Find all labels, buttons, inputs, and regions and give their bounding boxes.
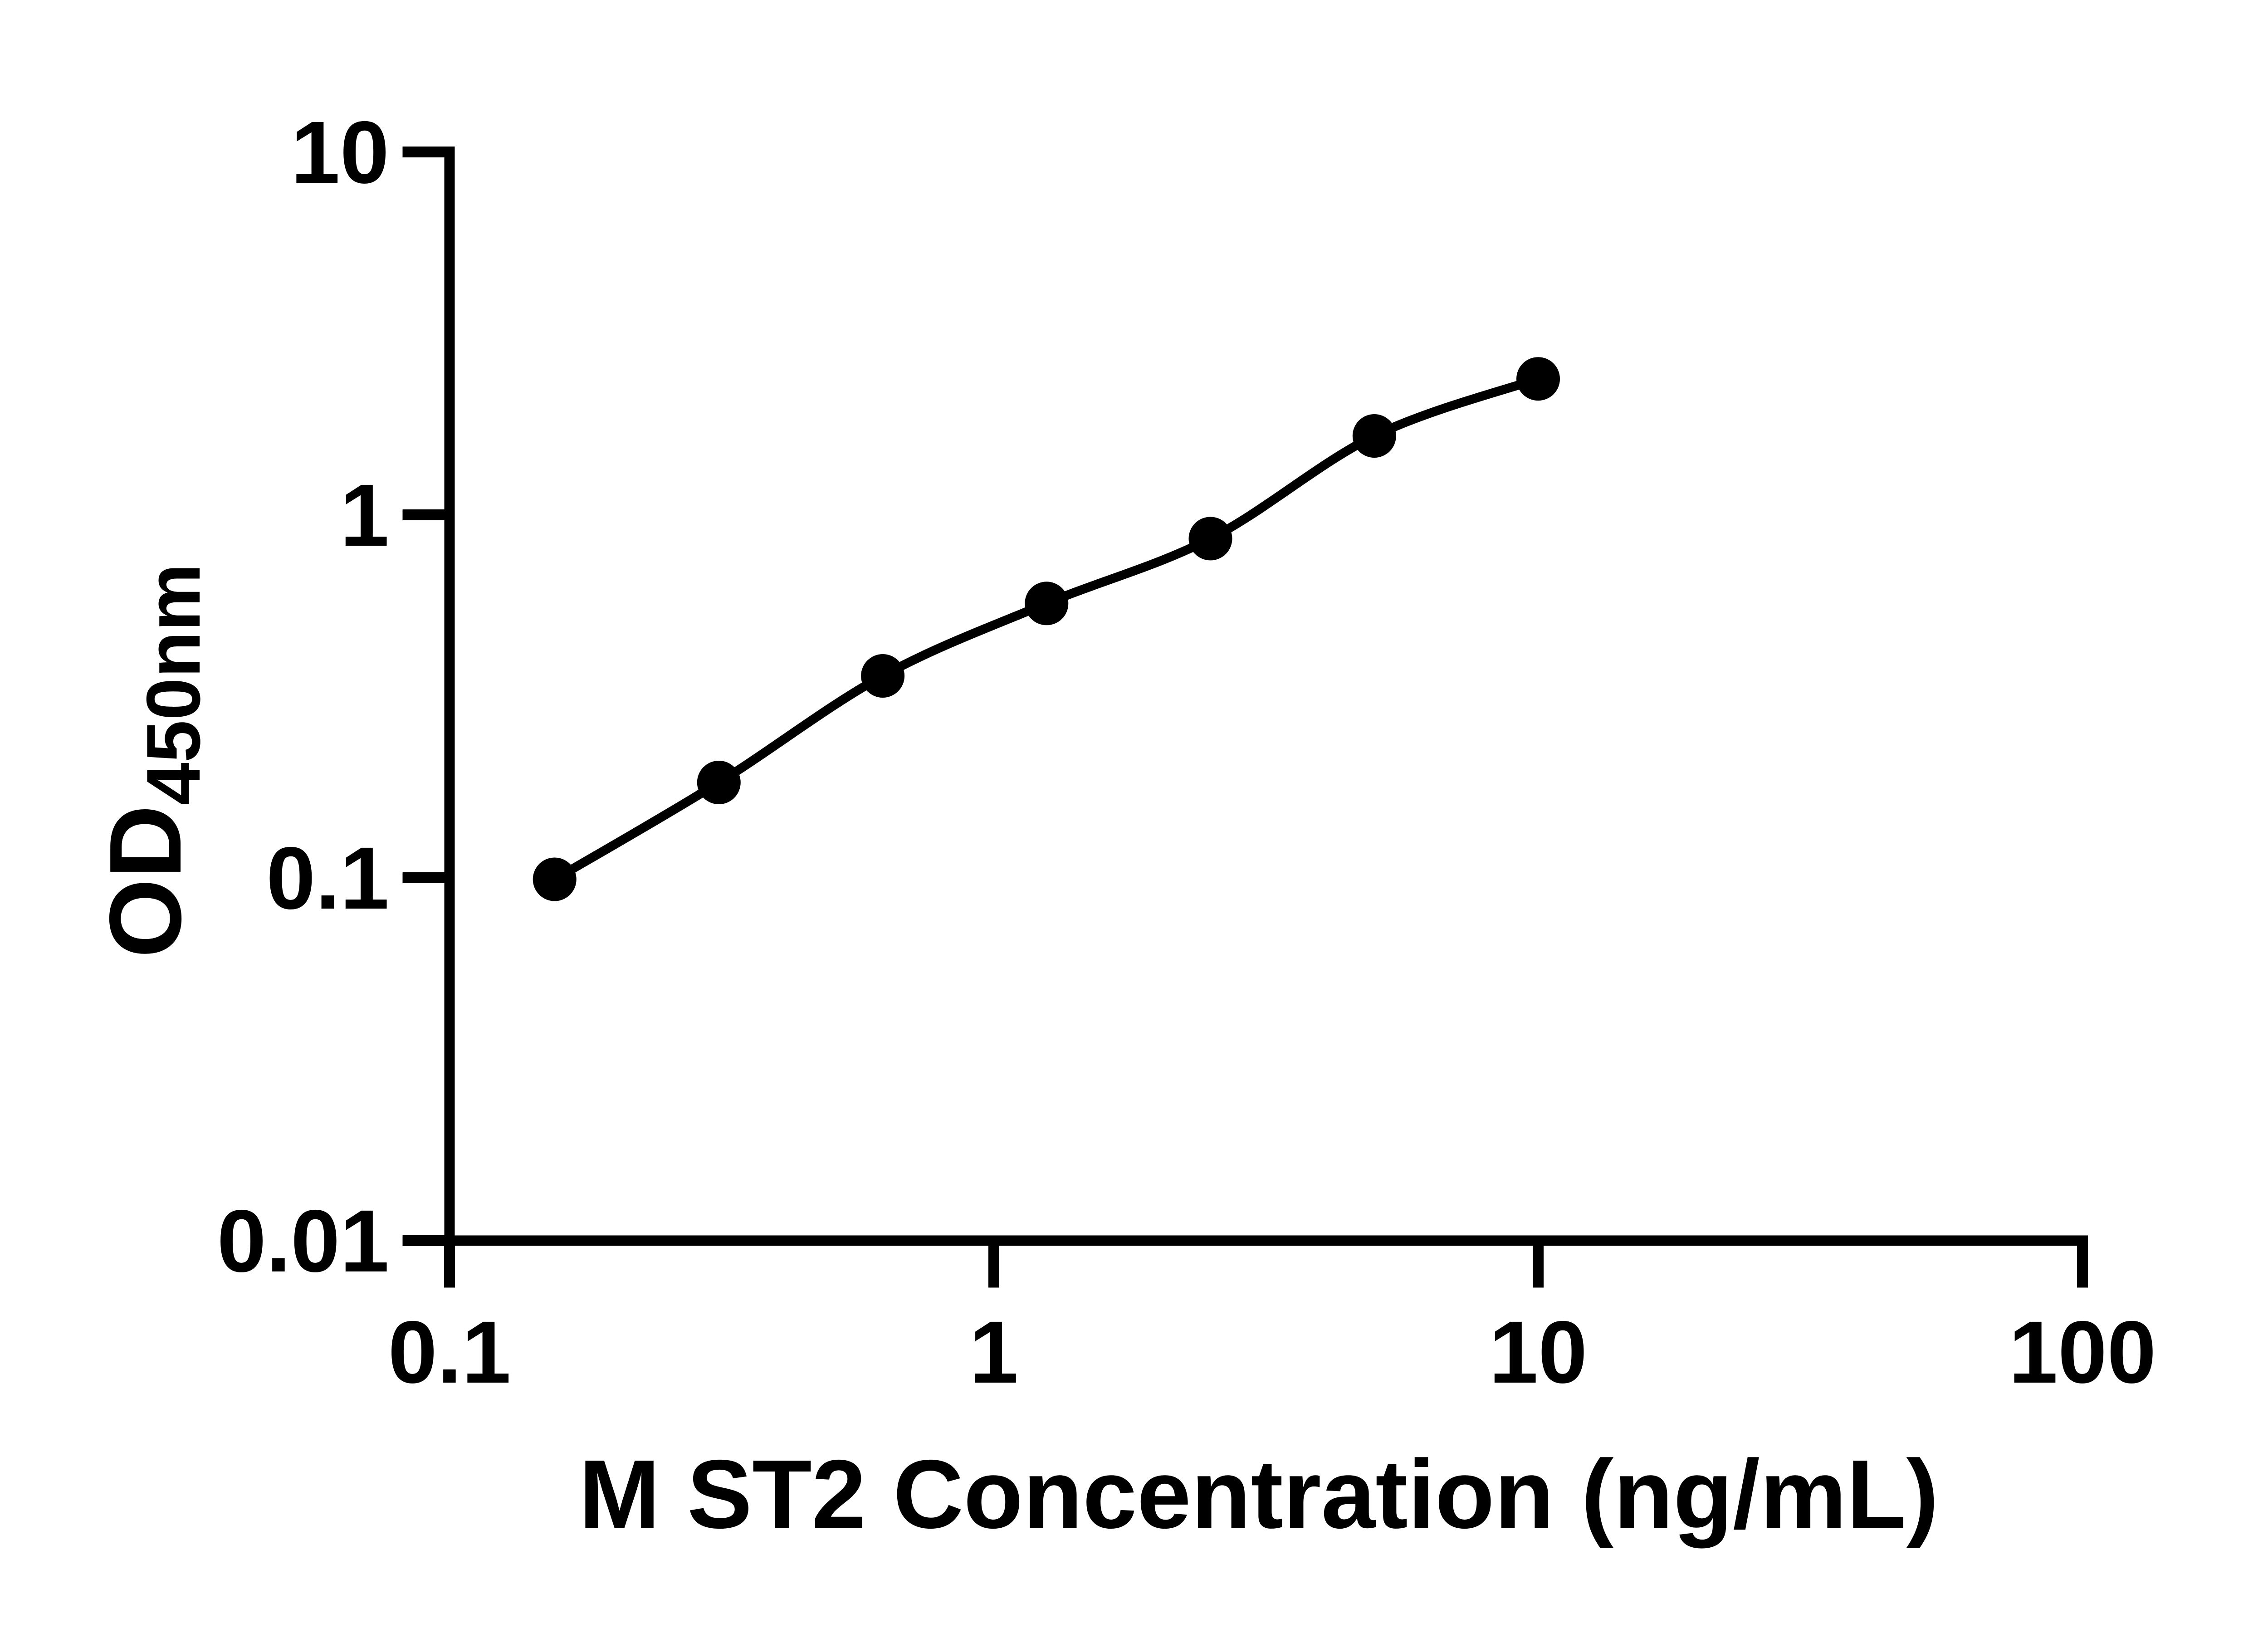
y-tick-label: 0.1 (266, 829, 389, 928)
y-tick-label: 1 (340, 466, 389, 565)
data-point (1352, 414, 1396, 458)
data-point (697, 761, 741, 804)
data-point (1025, 582, 1069, 626)
fit-curve (552, 374, 1540, 884)
x-tick-label: 1 (969, 1303, 1018, 1402)
y-axis-title: OD450nm (88, 563, 216, 958)
data-point (1516, 357, 1560, 401)
data-point (861, 654, 905, 698)
axes-layer (402, 147, 2088, 1288)
x-tick-label: 10 (1489, 1303, 1588, 1402)
y-tick-label: 0.01 (217, 1192, 389, 1291)
x-tick-label: 0.1 (388, 1303, 511, 1402)
y-axis-title-subscript: 450nm (131, 563, 216, 805)
series-layer (533, 357, 1560, 901)
x-axis-title: M ST2 Concentration (ng/mL) (579, 1439, 1939, 1549)
x-tick-label: 100 (2009, 1303, 2156, 1402)
y-tick-label: 10 (291, 103, 389, 202)
tick-label-layer: 10 1 0.1 0.01 0.1 1 10 100 (217, 103, 2156, 1402)
y-axis-title-main: OD (88, 805, 202, 958)
data-point (533, 857, 577, 901)
data-point (1188, 517, 1232, 561)
